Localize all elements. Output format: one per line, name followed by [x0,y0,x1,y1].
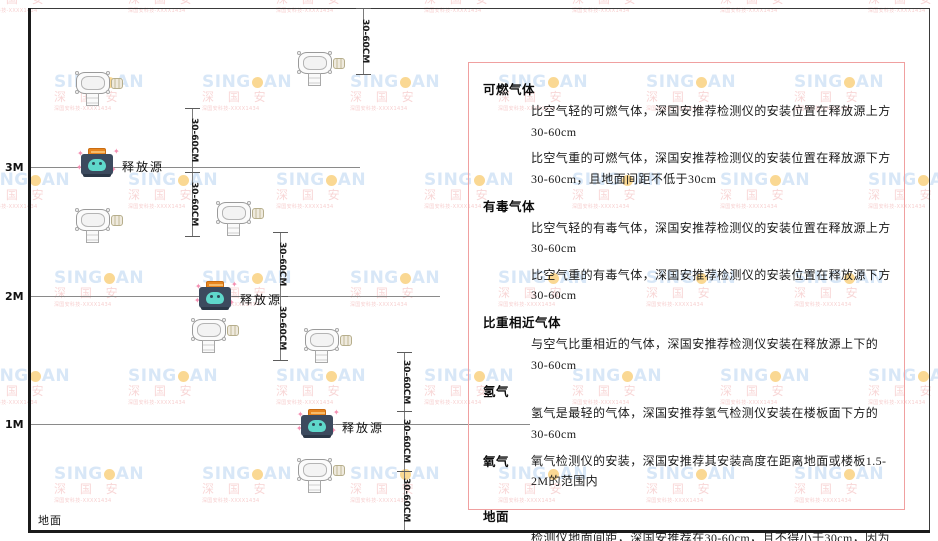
section-paragraph: 比空气轻的有毒气体，深国安推荐检测仪的安装位置在释放源上方30-60cm [531,220,891,256]
watermark-cn: 深 国 安 [0,483,18,497]
watermark-cn: 深 国 安 [572,0,684,7]
section-heading: 有毒气体 [483,199,536,214]
section-paragraph: 与空气比重相近的气体，深国安推荐检测仪安装在释放源上下的30-60cm [531,337,879,372]
guidance-section: 可燃气体比空气轻的可燃气体，深国安推荐检测仪的安装位置在释放源上方30-60cm… [483,79,892,190]
leader-2m [232,296,282,297]
ground-axis [28,530,930,533]
dimension-tick [273,232,288,233]
section-heading: 氢气 [483,385,510,400]
gas-detector-icon [70,205,124,245]
dimension-line [404,352,405,530]
dimension-column-top-column: 30-60CM [356,8,371,75]
section-paragraph: 氧气检测仪的安装，深国安推荐其安装高度在距离地面或楼板1.5-2M的范围内 [531,453,887,489]
level-label-3m: 3M [5,161,24,174]
dimension-label: 30-60CM [360,19,370,64]
gas-detector-icon [186,315,240,355]
guidance-section: 地面检测仪地面间距，深国安推荐在30-60cm，且不得小于30cm，因为过低容易… [483,506,892,541]
section-paragraph: 比空气重的有毒气体，深国安推荐检测仪的安装位置在释放源下方30-60cm [531,267,891,303]
watermark-sub: 深国安科技-XXXX1434 [0,105,18,112]
dimension-tick [397,411,412,413]
section-heading: 地面 [483,509,510,524]
gas-detector-icon [211,198,265,238]
watermark-cn: 深 国 安 [128,0,240,7]
dimension-tick [356,8,371,9]
level-line-1m [30,424,530,425]
release-source-icon: ✦ ✦ ✦ ✦ [76,148,120,178]
guidance-section: 比重相近气体与空气比重相近的气体，深国安推荐检测仪安装在释放源上下的30-60c… [483,312,892,375]
gas-detector-icon [292,455,346,495]
vertical-axis [28,8,31,533]
dimension-label: 30-60CM [401,478,411,523]
section-heading: 氧气 [483,454,510,469]
dimension-column-upper-left-column: 30-60CM 30-60CM [185,108,200,237]
watermark-cn: 深 国 安 [276,0,388,7]
dimension-tick [185,236,200,237]
dimension-tick [397,470,412,472]
dimension-tick [185,108,200,109]
watermark-cn: 深 国 安 [868,0,938,7]
dimension-tick [185,172,200,173]
release-source-icon: ✦ ✦ ✦ ✦ [296,409,340,439]
guidance-panel: 可燃气体比空气轻的可燃气体，深国安推荐检测仪的安装位置在释放源上方30-60cm… [468,62,905,541]
level-label-2m: 2M [5,290,24,303]
dimension-label: 30-60CM [189,118,199,163]
dimension-column-lower-right-column: 30-60CM 30-60CM 30-60CM [397,352,412,531]
watermark-cn: 深 国 安 [720,0,832,7]
leader-1m [336,424,406,425]
watermark-cn: 深 国 安 [424,0,536,7]
section-paragraph: 检测仪地面间距，深国安推荐在30-60cm，且不得小于30cm，因为过低容易水溅… [531,530,890,541]
release-source-label: 释放源 [342,421,385,435]
gas-detector-icon [70,68,124,108]
watermark-cn: 深 国 安 [0,0,92,7]
dimension-tick [356,74,371,75]
release-source-label: 释放源 [240,293,283,307]
watermark-sub: 深国安科技-XXXX1434 [0,497,18,504]
guidance-section: 有毒气体比空气轻的有毒气体，深国安推荐检测仪的安装位置在释放源上方30-60cm… [483,196,892,307]
dimension-label: 30-60CM [277,242,287,287]
gas-detector-icon [299,325,353,365]
dimension-label: 30-60CM [189,182,199,227]
guidance-section: 氢气氢气是最轻的气体，深国安推荐氢气检测仪安装在楼板面下方的30-60cm [483,381,892,444]
guidance-section-inline: 氧气 氧气检测仪的安装，深国安推荐其安装高度在距离地面或楼板1.5-2M的范围内 [483,451,892,492]
level-label-1m: 1M [5,418,24,431]
section-paragraph: 比空气重的可燃气体，深国安推荐检测仪的安装位置在释放源下方30-60cm，且地面… [531,151,891,186]
section-paragraph: 比空气轻的可燃气体，深国安推荐检测仪的安装位置在释放源上方30-60cm [531,104,891,139]
dimension-tick [273,360,288,361]
dimension-label: 30-60CM [401,359,411,405]
dimension-label: 30-60CM [401,419,411,464]
section-paragraph: 氢气是最轻的气体，深国安推荐氢气检测仪安装在楼板面下方的30-60cm [531,406,879,441]
release-source-icon: ✦ ✦ ✦ ✦ [194,281,238,311]
dimension-line [363,8,364,74]
ground-label: 地面 [38,515,62,527]
dimension-label: 30-60CM [277,306,287,351]
release-source-label: 释放源 [122,160,165,174]
level-line-3m [30,167,360,168]
dimension-tick [397,352,412,353]
section-heading: 比重相近气体 [483,316,562,330]
gas-detector-icon [292,48,346,88]
section-heading: 可燃气体 [483,83,536,97]
watermark-cn: 深 国 安 [0,91,18,105]
